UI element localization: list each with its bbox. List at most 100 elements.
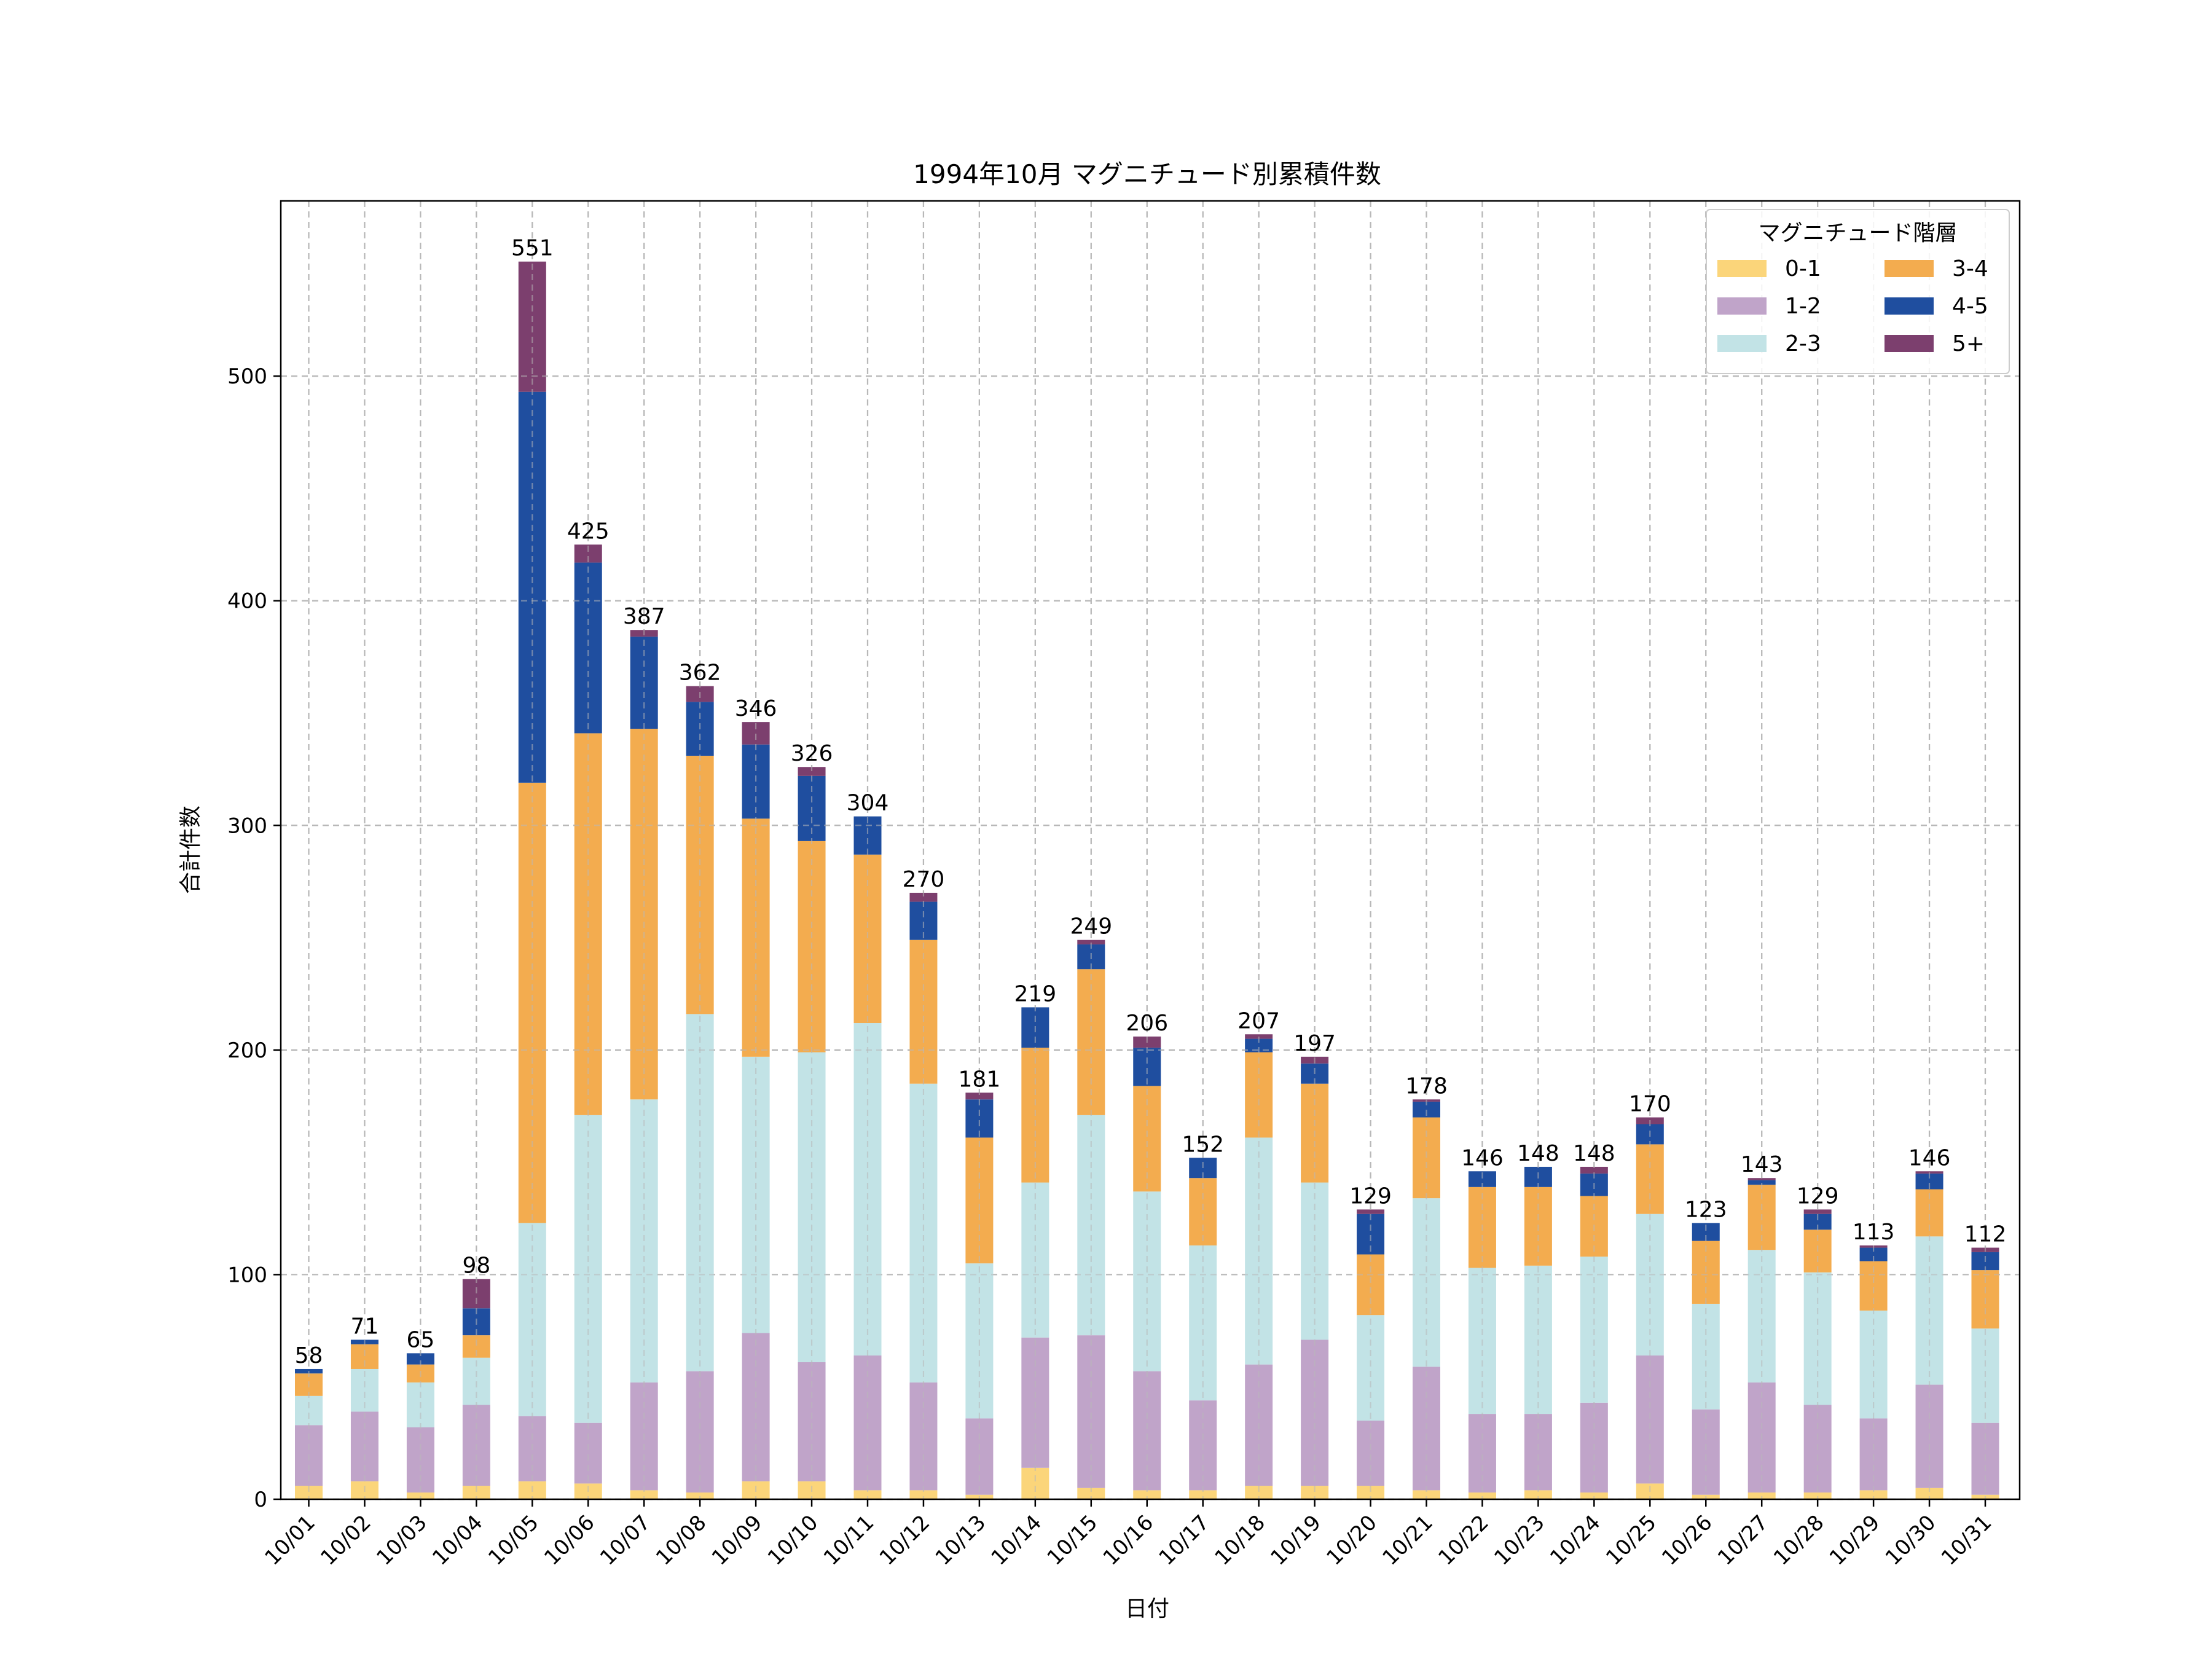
x-tick-label: 10/08 [651,1510,712,1571]
x-tick-label: 10/06 [539,1510,600,1571]
x-tick-label: 10/27 [1713,1510,1773,1571]
bar-segment-10-10-5+ [798,767,826,776]
bar-total-label: 113 [1853,1220,1895,1245]
bar-segment-10-07-0-1 [630,1490,658,1499]
bar-segment-10-17-0-1 [1189,1490,1217,1499]
x-tick-label: 10/17 [1154,1510,1214,1571]
bar-total-label: 143 [1741,1152,1783,1177]
bar-total-label: 148 [1573,1141,1615,1166]
bar-segment-10-03-4-5 [406,1353,434,1365]
x-tick-label: 10/11 [819,1510,879,1571]
bar-segment-10-23-0-1 [1524,1490,1552,1499]
chart-title: 1994年10月 マグニチュード別累積件数 [913,159,1381,189]
bar-segment-10-18-5+ [1245,1034,1273,1039]
bar-segment-10-16-1-2 [1133,1371,1161,1491]
bar-segment-10-20-0-1 [1357,1486,1385,1499]
bar-total-label: 129 [1797,1183,1839,1209]
bar-segment-10-17-3-4 [1189,1178,1217,1245]
bar-total-label: 425 [567,519,610,544]
bar-segment-10-01-0-1 [295,1486,323,1499]
bar-total-label: 65 [406,1327,434,1352]
bar-segment-10-12-2-3 [909,1083,938,1382]
bar-segment-10-22-0-1 [1468,1492,1496,1499]
bar-total-label: 98 [462,1253,490,1279]
x-tick-label: 10/16 [1099,1510,1159,1571]
bar-segment-10-27-4-5 [1747,1180,1776,1185]
bar-segment-10-28-0-1 [1803,1492,1832,1499]
bar-segment-10-13-5+ [965,1092,994,1100]
bar-segment-10-20-1-2 [1357,1421,1385,1486]
legend-title: マグニチュード階層 [1758,221,1957,246]
legend-frame [1706,209,2010,374]
bar-segment-10-29-0-1 [1859,1490,1888,1499]
x-axis-label: 日付 [1125,1596,1169,1622]
x-tick-label: 10/18 [1210,1510,1270,1571]
bar-total-label: 197 [1293,1031,1336,1056]
legend-label-3-4: 3-4 [1952,256,1988,281]
legend-label-1-2: 1-2 [1785,294,1821,319]
legend-label-5+: 5+ [1952,331,1985,356]
bar-total-label: 112 [1964,1222,2007,1247]
bar-segment-10-20-3-4 [1357,1254,1385,1316]
bar-total-label: 178 [1405,1073,1448,1099]
bar-total-label: 129 [1349,1183,1392,1209]
bar-segment-10-13-3-4 [965,1137,994,1264]
bar-segment-10-26-1-2 [1692,1409,1720,1495]
bar-segment-10-08-1-2 [686,1371,714,1493]
bar-segment-10-27-0-1 [1747,1492,1776,1499]
y-tick-label: 300 [227,814,267,838]
bar-total-label: 123 [1685,1197,1727,1222]
x-tick-label: 10/02 [316,1510,376,1571]
x-tick-label: 10/15 [1043,1510,1103,1571]
x-tick-label: 10/31 [1937,1510,1997,1571]
bar-total-label: 249 [1070,914,1112,939]
bar-segment-10-16-0-1 [1133,1490,1161,1499]
x-tick-label: 10/30 [1881,1510,1941,1571]
x-tick-label: 10/07 [595,1510,656,1571]
bar-segment-10-15-0-1 [1077,1488,1105,1499]
y-tick-label: 400 [227,589,267,614]
bar-segment-10-05-3-4 [518,782,546,1223]
bar-total-label: 304 [847,791,889,816]
legend-swatch-2-3 [1717,335,1767,352]
bar-total-label: 148 [1517,1141,1559,1166]
bar-total-label: 207 [1237,1008,1280,1033]
legend: マグニチュード階層 0-1 1-2 2-3 3-4 4-5 5+ [1706,209,2010,374]
x-tick-label: 10/09 [707,1510,767,1571]
bar-segment-10-10-1-2 [798,1362,826,1481]
bar-segment-10-04-0-1 [462,1486,490,1499]
x-tick-label: 10/05 [484,1510,544,1571]
bar-total-label: 152 [1182,1132,1224,1157]
bar-segment-10-12-0-1 [909,1490,938,1499]
bar-segment-10-08-0-1 [686,1492,714,1499]
bar-segment-10-12-5+ [909,892,938,902]
bar-segment-10-18-4-5 [1245,1038,1273,1053]
bar-total-label: 206 [1126,1011,1168,1036]
bar-segment-10-24-5+ [1580,1166,1608,1174]
bar-segment-10-11-0-1 [853,1490,882,1499]
x-tick-label: 10/29 [1825,1510,1885,1571]
bar-total-label: 58 [295,1343,323,1368]
legend-label-2-3: 2-3 [1785,331,1821,356]
legend-swatch-4-5 [1885,297,1934,315]
bar-total-label: 326 [791,741,833,766]
bar-segment-10-29-4-5 [1859,1247,1888,1261]
y-axis-label: 合計件数 [178,806,203,894]
x-tick-label: 10/28 [1769,1510,1829,1571]
y-tick-label: 0 [254,1488,267,1512]
bar-segment-10-19-0-1 [1301,1486,1329,1499]
y-tick-label: 200 [227,1038,267,1063]
x-tick-label: 10/04 [428,1510,488,1571]
x-tick-label: 10/21 [1378,1510,1438,1571]
bar-segment-10-30-0-1 [1915,1488,1943,1499]
x-tick-label: 10/14 [987,1510,1047,1571]
bar-segment-10-21-0-1 [1413,1490,1440,1499]
bar-total-label: 71 [351,1314,379,1339]
bar-total-label: 170 [1629,1092,1671,1117]
bar-segment-10-20-5+ [1357,1209,1385,1214]
legend-swatch-5+ [1885,335,1934,352]
plot-area-frame [280,200,2021,1500]
bar-total-label: 387 [623,604,665,629]
x-tick-label: 10/12 [875,1510,935,1571]
y-tick-label: 100 [227,1263,267,1287]
